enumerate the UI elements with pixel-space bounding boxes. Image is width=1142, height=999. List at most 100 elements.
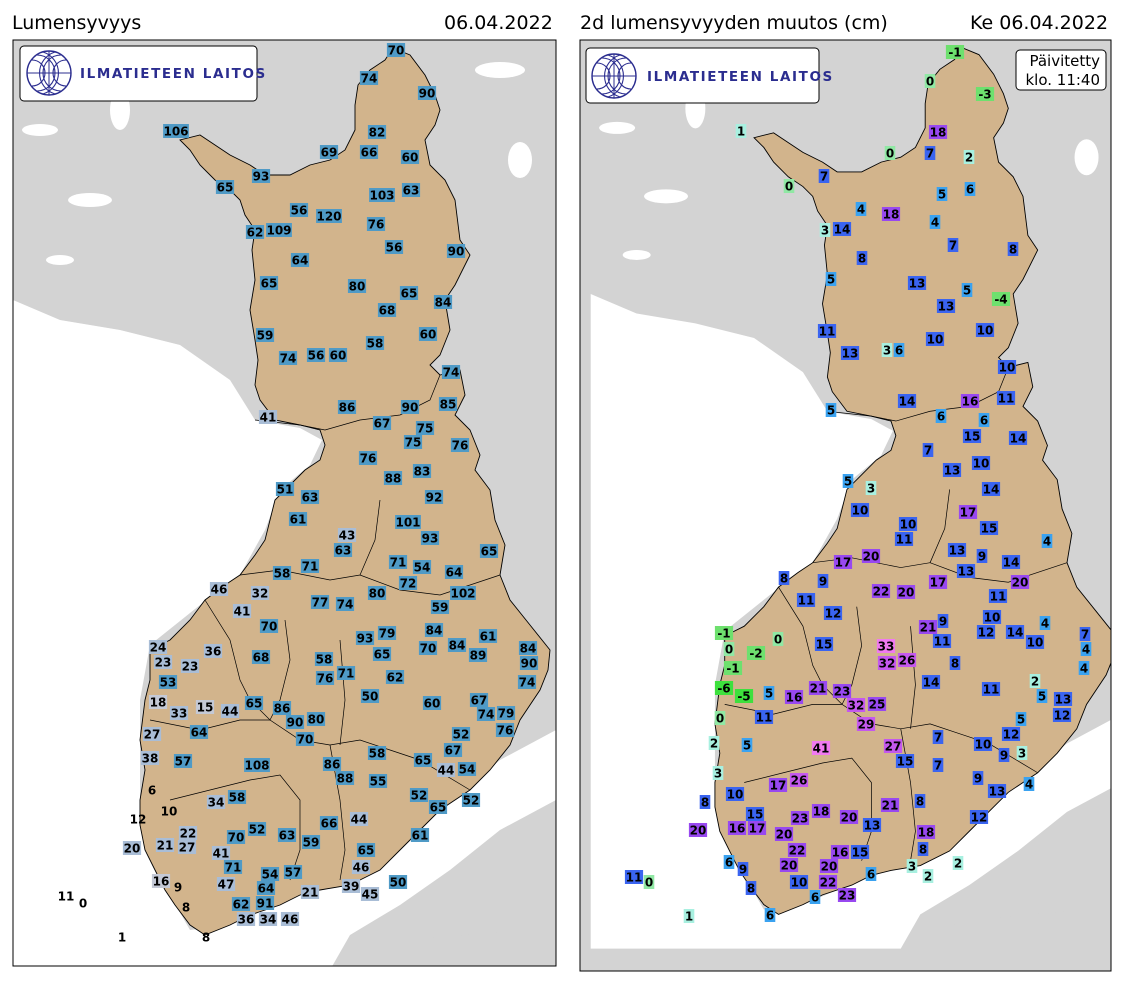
snow-depth-label-bg [215, 180, 235, 194]
snow-change-label: 9 [819, 575, 827, 589]
snow-change-label-bg [764, 908, 776, 922]
snow-change-label: 15 [816, 638, 833, 652]
snow-depth-label: 71 [302, 560, 319, 574]
snow-depth-label-bg [300, 490, 320, 504]
snow-change-label-bg [754, 710, 774, 724]
snow-change-label: 21 [920, 621, 937, 635]
snow-change-label-bg [643, 875, 655, 889]
snow-change-label-bg [850, 845, 870, 859]
snow-change-label: 18 [883, 208, 900, 222]
snow-change-label: 8 [780, 572, 788, 586]
snow-change-label: 4 [1043, 535, 1051, 549]
snow-depth-label-bg [410, 828, 430, 842]
snow-change-label: 17 [930, 576, 947, 590]
snow-depth-label-bg [236, 912, 256, 926]
snow-depth-label-bg [260, 867, 280, 881]
snow-depth-label-bg [151, 874, 171, 888]
snow-depth-label: 39 [343, 880, 360, 894]
snow-change-label: 8 [858, 252, 866, 266]
snow-change-label-bg [817, 324, 837, 338]
region-border [149, 719, 270, 731]
snow-change-label-bg [1007, 242, 1019, 256]
snow-change-label: 29 [858, 718, 875, 732]
snow-change-label-bg [714, 626, 734, 640]
snow-depth-label: 76 [452, 439, 469, 453]
snow-change-label-bg [796, 593, 816, 607]
snow-depth-label: 34 [260, 913, 277, 927]
snow-depth-label-bg [451, 727, 471, 741]
snow-depth-label-bg [422, 696, 442, 710]
snow-change-label-bg [734, 689, 754, 703]
snow-change-label-bg [790, 811, 810, 825]
snow-change-label-bg [937, 614, 949, 628]
snow-change-label-bg [1053, 692, 1073, 706]
snow-depth-label: 57 [175, 755, 192, 769]
snow-depth-label: 52 [249, 823, 266, 837]
snow-change-label-bg [883, 739, 903, 753]
snow-change-label-bg [735, 124, 747, 138]
snow-depth-label: 65 [481, 545, 498, 559]
snow-change-label: 4 [1025, 778, 1033, 792]
snow-change-label-bg [987, 784, 1007, 798]
snow-depth-label: 76 [497, 724, 514, 738]
snow-change-label: 5 [827, 273, 835, 287]
snow-change-label-bg [971, 456, 991, 470]
snow-change-label-bg [1001, 555, 1021, 569]
snow-change-label-bg [972, 771, 984, 785]
snow-change-label-bg [837, 888, 857, 902]
snow-change-label-bg [839, 810, 859, 824]
snow-depth-label: 56 [291, 204, 308, 218]
snow-depth-label: 79 [498, 707, 515, 721]
snow-change-label-bg [894, 532, 914, 546]
snow-depth-label-bg [388, 555, 408, 569]
snow-change-label-bg [1016, 746, 1028, 760]
snow-change-label-bg [956, 564, 976, 578]
snow-change-label-bg [787, 843, 807, 857]
snow-change-label-bg [969, 810, 989, 824]
snow-depth-label: 75 [417, 422, 434, 436]
snow-change-label: 3 [714, 767, 722, 781]
snow-change-label: 12 [971, 811, 988, 825]
snow-change-label-bg [893, 343, 905, 357]
snow-depth-label: 83 [414, 465, 431, 479]
snow-depth-label-bg [300, 885, 320, 899]
snow-depth-label-bg [496, 706, 516, 720]
snow-change-label: 20 [898, 586, 915, 600]
snow-depth-label-bg [278, 351, 298, 365]
snow-depth-label: 58 [367, 337, 384, 351]
snow-change-label-bg [928, 575, 948, 589]
snow-change-label-bg [842, 474, 854, 488]
sea [590, 294, 1111, 949]
snow-change-label-bg [960, 394, 980, 408]
snow-change-label: 10 [999, 361, 1016, 375]
snow-depth-label-bg [255, 896, 275, 910]
snow-depth-label: 9 [174, 881, 182, 895]
snow-depth-label-bg [358, 451, 378, 465]
snow-depth-label-bg [401, 183, 421, 197]
snow-change-label: 16 [729, 822, 746, 836]
snow-depth-label: 68 [379, 304, 396, 318]
snow-change-label-bg [811, 741, 831, 755]
snow-change-label: 4 [1082, 643, 1090, 657]
snow-change-label: 16 [962, 395, 979, 409]
snow-change-label: 4 [1041, 617, 1049, 631]
snow-depth-label-bg [341, 879, 361, 893]
snow-change-label: 20 [1012, 576, 1029, 590]
snow-depth-label: 101 [395, 516, 420, 530]
snow-depth-label: 46 [211, 583, 228, 597]
snow-change-label: 13 [1055, 693, 1072, 707]
snow-depth-label: 80 [349, 280, 366, 294]
snow-depth-label: 6 [148, 784, 156, 798]
snow-depth-label: 64 [446, 566, 463, 580]
snow-change-label-bg [723, 855, 735, 869]
snow-depth-label: 77 [312, 596, 329, 610]
snow-change-label-bg [712, 766, 724, 780]
snow-depth-label-bg [403, 435, 423, 449]
snow-change-label-bg [784, 690, 804, 704]
snow-change-label-bg [1029, 674, 1041, 688]
snow-depth-label: 66 [321, 817, 338, 831]
snow-change-label: 10 [727, 788, 744, 802]
snow-depth-label: 74 [337, 598, 354, 612]
snow-depth-label-bg [424, 490, 444, 504]
